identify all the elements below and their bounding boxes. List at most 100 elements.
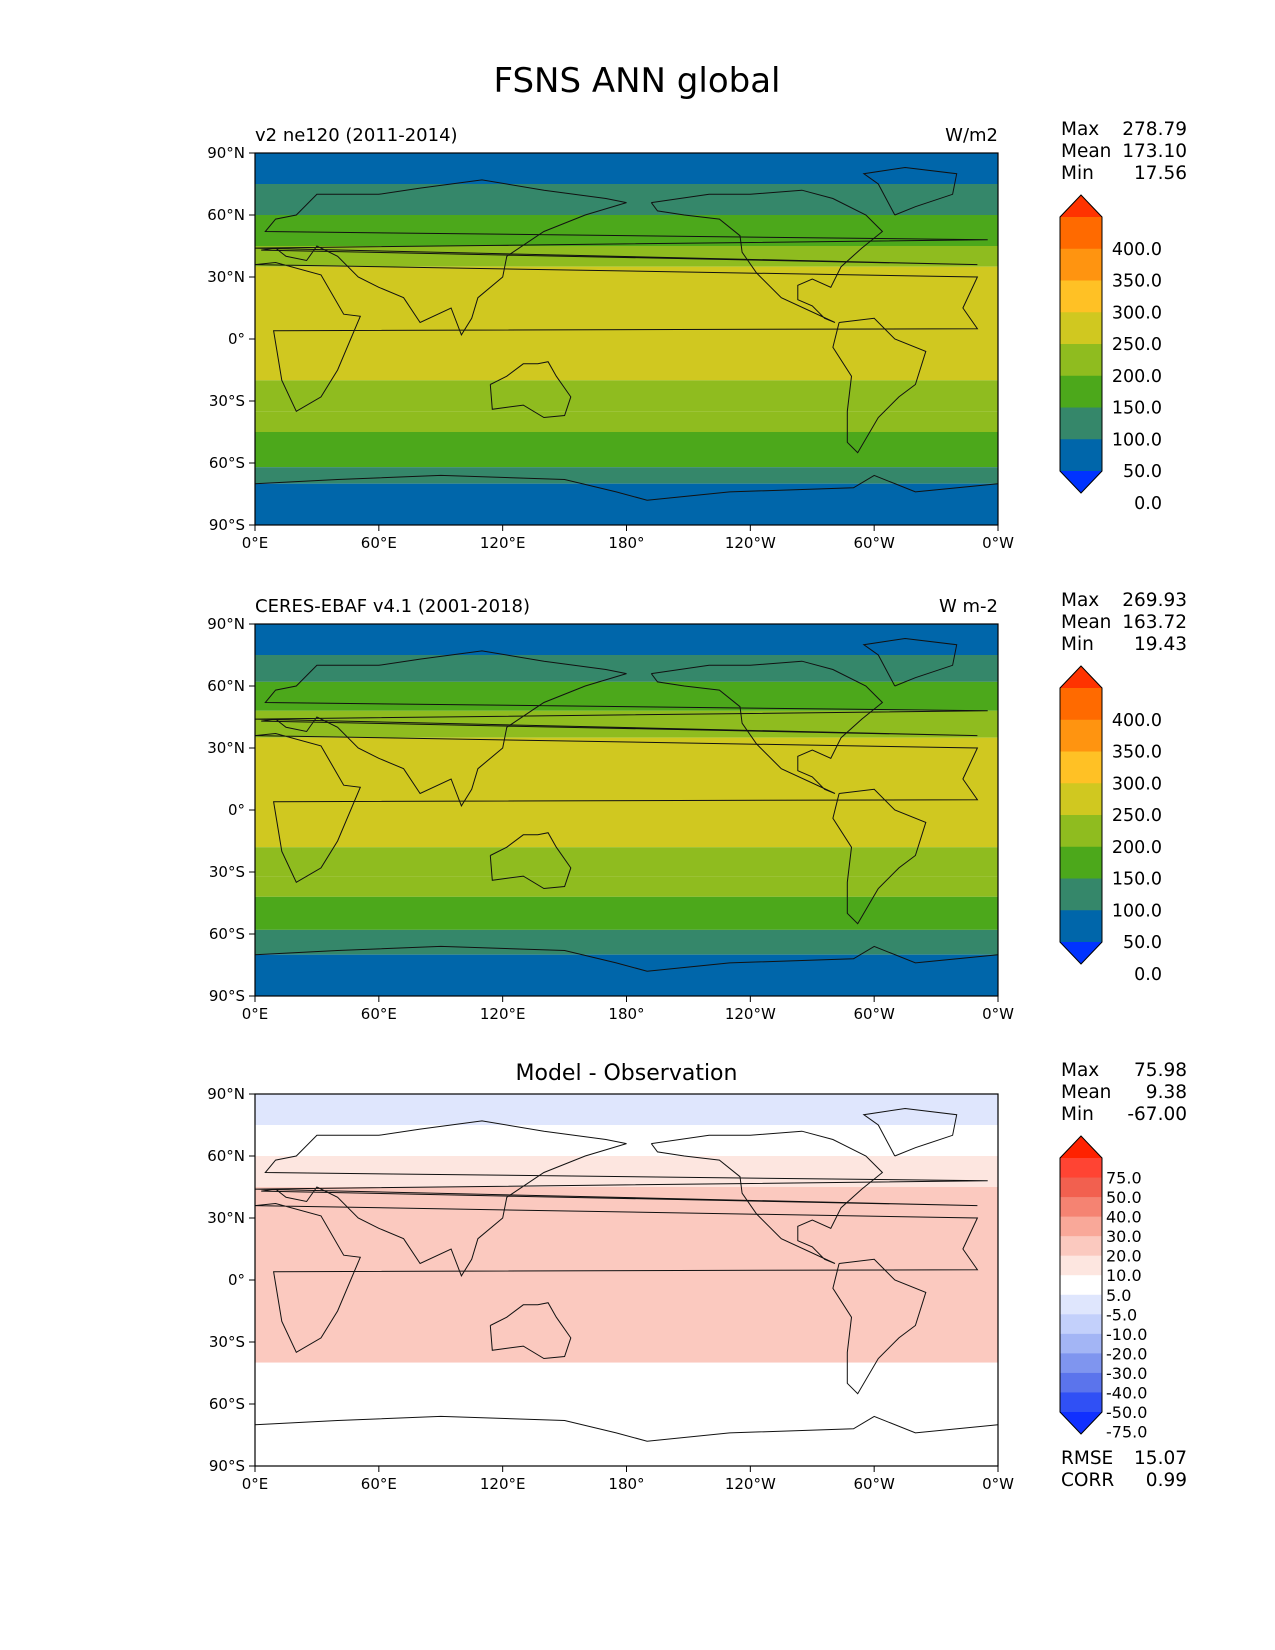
lon-tick-label: 60°E (361, 534, 397, 552)
lon-tick-label: 120°W (725, 1005, 776, 1023)
lon-tick-label: 120°W (725, 1475, 776, 1493)
zonal-band-3 (255, 681, 998, 711)
zonal-band-5 (255, 266, 998, 381)
extra-stat-value: 15.07 (1134, 1448, 1187, 1469)
zonal-band-2 (255, 655, 998, 682)
stat-value: 19.43 (1134, 634, 1187, 655)
colorbar-outline (1059, 194, 1103, 494)
colorbar-tick-label: -50.0 (1106, 1403, 1147, 1422)
colorbar-segment (1060, 1236, 1102, 1257)
coastlines (255, 637, 998, 972)
colorbar-segment (1060, 407, 1102, 440)
coastlines (255, 166, 998, 501)
stat-label: Max (1061, 590, 1099, 611)
lat-tick-label: 90°N (207, 615, 245, 633)
lat-tick-label: 90°S (209, 516, 245, 534)
colorbar-tick-label: 150.0 (1112, 399, 1162, 419)
stat-value: 173.10 (1122, 141, 1187, 162)
stat-label: Min (1061, 1104, 1094, 1125)
colorbar-segment (1060, 217, 1102, 250)
stat-value: 163.72 (1122, 612, 1187, 633)
colorbar-tick-label: 30.0 (1106, 1227, 1142, 1246)
panels: 90°N60°N30°N0°30°S60°S90°S0°E 60°E 120°E 18… (207, 119, 1187, 1493)
lat-tick-label: 30°S (209, 863, 245, 881)
stat-value: -67.00 (1127, 1104, 1187, 1125)
colorbar-segment (1060, 1333, 1102, 1354)
coastline-2 (255, 179, 988, 337)
lat-tick-label: 90°S (209, 1457, 245, 1475)
colorbar-segment (1060, 719, 1102, 752)
zonal-band-9 (255, 929, 998, 955)
colorbar-tick-label: 200.0 (1112, 367, 1162, 387)
zonal-band-9 (255, 467, 998, 484)
lon-tick-label: 60°W (853, 1475, 895, 1493)
colorbar: 400.0 350.0 300.0 250.0 200.0 150.0 100.0 50.0 0… (1059, 665, 1162, 985)
lon-tick-label: 60°W (853, 534, 895, 552)
colorbar-tick-label: 300.0 (1112, 774, 1162, 794)
lat-tick-label: 30°S (209, 1333, 245, 1351)
coastlines (255, 1107, 998, 1442)
colorbar-tick-label: 5.0 (1106, 1286, 1131, 1305)
zonal-band-6 (255, 380, 998, 412)
stat-label: Min (1061, 163, 1094, 184)
colorbar: 75.050.040.030.020.010.05.0-5.0-10.0-20.… (1059, 1135, 1147, 1442)
colorbar-tick-label: -10.0 (1106, 1325, 1147, 1344)
lon-tick-label: 60°W (853, 1005, 895, 1023)
colorbar-tick-label: -30.0 (1106, 1364, 1147, 1383)
lon-tick-label: 120°W (725, 534, 776, 552)
panel-units: W m-2 (939, 596, 998, 617)
lat-tick-label: 90°N (207, 144, 245, 162)
colorbar-tick-label: 40.0 (1106, 1208, 1142, 1227)
colorbar-segment (1060, 878, 1102, 911)
lat-tick-label: 30°N (207, 739, 245, 757)
zonal-band-5 (255, 1249, 998, 1311)
zonal-band-10 (255, 483, 998, 525)
colorbar-tick-label: 250.0 (1112, 806, 1162, 826)
stat-value: 17.56 (1134, 163, 1187, 184)
colorbar-segment (1060, 1294, 1102, 1315)
colorbar-segment (1060, 1177, 1102, 1198)
colorbar-tick-label: 0.0 (1134, 494, 1162, 514)
stat-value: 278.79 (1122, 119, 1187, 140)
colorbar-extend-high (1060, 195, 1102, 217)
map-panel-2: 90°N 60°N 30°N 0° 30°S 60°S 90°S0°E 60°E 120°E 18… (207, 590, 1187, 1023)
coastline-1 (255, 261, 979, 413)
coastline-2 (255, 650, 988, 808)
zonal-band-8 (255, 432, 998, 468)
colorbar: 400.0 350.0 300.0 250.0 200.0 150.0 100.0 50.0 0… (1059, 194, 1162, 514)
colorbar-segment (1060, 439, 1102, 472)
zonal-band-2 (255, 1125, 998, 1156)
colorbar-segment (1060, 1197, 1102, 1218)
colorbar-segment (1060, 248, 1102, 281)
coastline-3 (489, 361, 572, 419)
colorbar-segment (1060, 1314, 1102, 1335)
colorbar-extend-low (1060, 471, 1102, 493)
map-field (255, 1094, 998, 1466)
lat-tick-label: 90°S (209, 987, 245, 1005)
colorbar-tick-label: 50.0 (1123, 933, 1162, 953)
colorbar-tick-label: 75.0 (1106, 1169, 1142, 1188)
coastline-1 (255, 732, 979, 884)
colorbar-segment (1060, 1216, 1102, 1237)
map-panel-3: 90°N 60°N 30°N 0° 30°S 60°S 90°S0°E 60°E 120°E 18… (207, 1060, 1187, 1493)
panel-title-left: CERES-EBAF v4.1 (2001-2018) (255, 596, 530, 617)
zonal-band-2 (255, 184, 998, 215)
colorbar-segment (1060, 1372, 1102, 1393)
colorbar-tick-label: -40.0 (1106, 1383, 1147, 1402)
lat-tick-label: 30°N (207, 268, 245, 286)
extra-stat-value: 0.99 (1146, 1470, 1187, 1491)
lat-tick-label: 60°S (209, 925, 245, 943)
colorbar-tick-label: 200.0 (1112, 838, 1162, 858)
lon-tick-label: 120°E (480, 1005, 526, 1023)
stat-label: Min (1061, 634, 1094, 655)
colorbar-outline (1059, 1135, 1103, 1435)
lat-tick-label: 90°N (207, 1085, 245, 1103)
map-field (255, 153, 998, 525)
stat-label: Max (1061, 1060, 1099, 1081)
colorbar-segment (1060, 688, 1102, 721)
lon-tick-label: 0°E (242, 1005, 269, 1023)
colorbar-tick-label: 350.0 (1112, 272, 1162, 292)
zonal-band-10 (255, 954, 998, 996)
colorbar-tick-label: 20.0 (1106, 1247, 1142, 1266)
lat-tick-label: 60°N (207, 206, 245, 224)
